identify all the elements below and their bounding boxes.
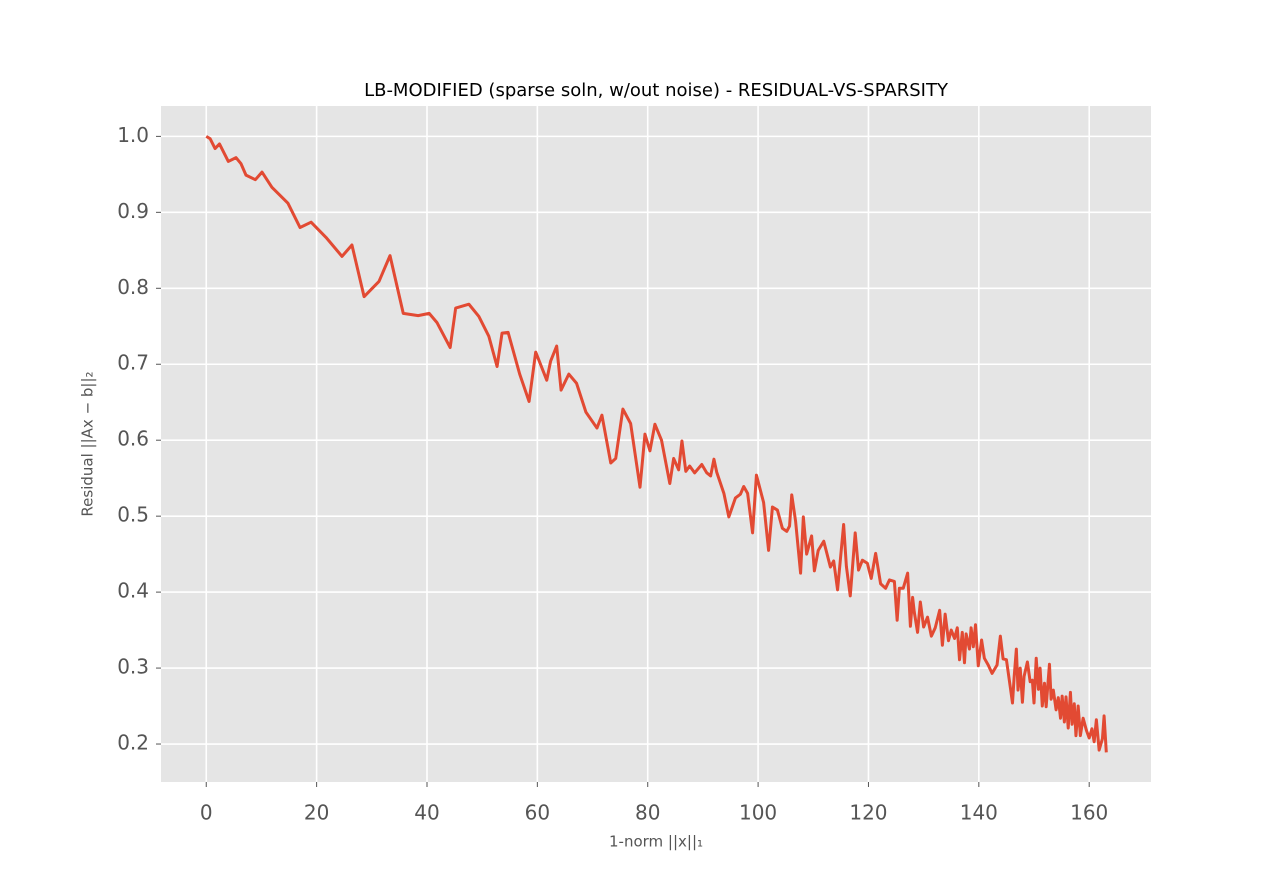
y-tick-label: 0.5: [117, 503, 149, 527]
x-tick-label: 140: [960, 801, 998, 825]
chart-title: LB-MODIFIED (sparse soln, w/out noise) -…: [364, 80, 949, 101]
data-line: [205, 135, 1108, 753]
y-tick-label: 0.2: [117, 731, 149, 755]
x-axis-label: 1-norm ||x||₁: [609, 833, 703, 851]
plot-area: [161, 106, 1151, 782]
x-tick-label: 20: [304, 801, 329, 825]
x-tick-label: 0: [200, 801, 213, 825]
grid: [156, 106, 1151, 787]
x-tick-label: 160: [1070, 801, 1108, 825]
y-tick-label: 0.4: [117, 579, 149, 603]
y-tick-label: 1.0: [117, 123, 149, 147]
x-tick-label: 100: [739, 801, 777, 825]
y-tick-label: 0.3: [117, 655, 149, 679]
x-tick-label: 80: [635, 801, 660, 825]
y-tick-label: 0.9: [117, 199, 149, 223]
x-tick-label: 60: [525, 801, 550, 825]
y-axis-label: Residual ||Ax − b||₂: [79, 371, 97, 516]
y-tick-label: 0.8: [117, 275, 149, 299]
y-tick-label: 0.7: [117, 351, 149, 375]
marks: [205, 135, 1108, 753]
x-tick-label: 40: [414, 801, 439, 825]
x-tick-label: 120: [849, 801, 887, 825]
y-tick-label: 0.6: [117, 427, 149, 451]
